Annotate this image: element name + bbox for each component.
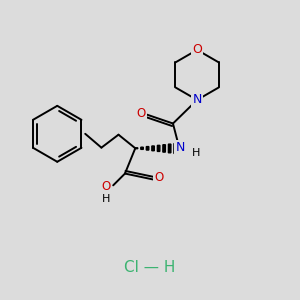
Polygon shape <box>168 144 171 153</box>
Polygon shape <box>152 146 154 151</box>
Polygon shape <box>174 143 176 154</box>
Text: H: H <box>191 148 200 158</box>
Text: N: N <box>192 93 202 106</box>
Text: O: O <box>136 107 146 120</box>
Polygon shape <box>135 148 138 149</box>
Text: O: O <box>101 180 110 193</box>
Text: N: N <box>175 141 185 154</box>
Text: O: O <box>154 171 164 184</box>
Text: O: O <box>192 44 202 56</box>
Text: H: H <box>102 194 110 204</box>
Polygon shape <box>157 145 160 152</box>
Text: Cl — H: Cl — H <box>124 260 176 275</box>
Polygon shape <box>163 145 165 152</box>
Polygon shape <box>141 147 143 149</box>
Polygon shape <box>146 147 149 150</box>
